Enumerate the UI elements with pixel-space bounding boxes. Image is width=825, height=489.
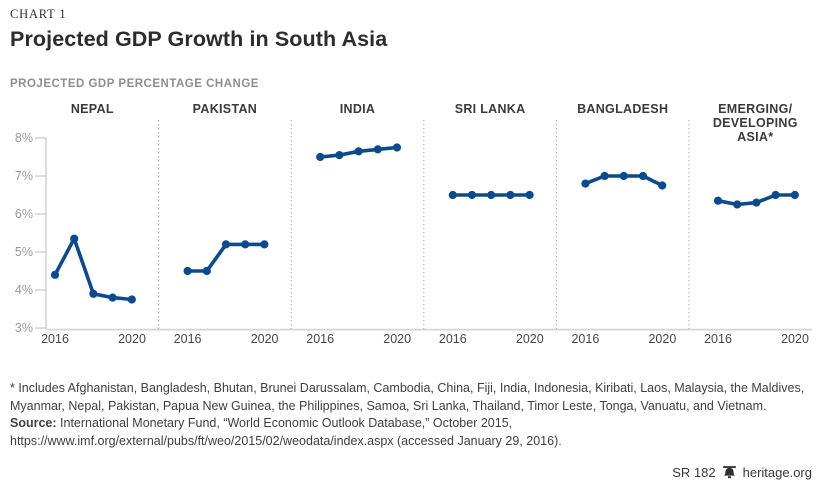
source-text: International Monetary Fund, “World Econ…: [10, 416, 562, 448]
y-tick-label: 4%: [14, 283, 33, 297]
data-point: [316, 152, 325, 162]
data-point: [183, 266, 192, 276]
y-tick-label: 3%: [14, 321, 33, 335]
y-tick-label: 6%: [14, 207, 33, 221]
data-point: [373, 145, 382, 154]
footnote-asterisk-note: * Includes Afghanistan, Bangladesh, Bhut…: [10, 381, 805, 413]
data-point: [619, 171, 628, 181]
footnote: * Includes Afghanistan, Bangladesh, Bhut…: [10, 380, 820, 450]
chart-panel-sri-lanka: SRI LANKA 2016 2020: [424, 95, 557, 360]
x-tick-label: 2016: [173, 332, 202, 346]
chart-number-label: CHART 1: [10, 7, 67, 21]
data-point: [335, 151, 344, 160]
data-point: [506, 190, 515, 200]
panel-title: SRI LANKA: [454, 102, 526, 116]
x-tick-label: 2020: [383, 332, 412, 346]
y-tick-label: 8%: [14, 131, 33, 145]
data-point: [448, 190, 457, 200]
x-tick-label: 2020: [118, 332, 146, 346]
panel-title: EMERGING/ DEVELOPING ASIA*: [712, 102, 798, 144]
x-tick-label: 2020: [781, 332, 809, 346]
data-point: [467, 190, 477, 200]
data-point: [487, 190, 496, 200]
data-point: [260, 240, 269, 249]
report-id: SR 182: [672, 465, 716, 480]
x-tick-label: 2016: [438, 332, 467, 346]
panel-title: BANGLADESH: [577, 102, 669, 116]
chart-subtitle: PROJECTED GDP PERCENTAGE CHANGE: [10, 78, 259, 90]
data-point: [581, 179, 590, 188]
chart-panel-emerging-developing-asia: EMERGING/ DEVELOPING ASIA* 2016 2020: [689, 95, 822, 360]
data-point: [127, 295, 136, 304]
chart-panel-india: INDIA 2016 2020: [291, 95, 424, 360]
data-point: [771, 190, 780, 200]
data-point: [70, 234, 79, 243]
panel-title: PAKISTAN: [192, 102, 258, 116]
y-tick-label: 5%: [14, 245, 33, 259]
chart-panel-bangladesh: BANGLADESH 2016 2020: [556, 95, 689, 360]
data-point: [50, 270, 60, 279]
data-point: [790, 190, 799, 200]
x-tick-label: 2020: [515, 332, 544, 346]
data-point: [713, 196, 723, 205]
data-point: [108, 293, 117, 302]
footer: SR 182 heritage.org: [672, 465, 812, 480]
x-tick-label: 2016: [306, 332, 335, 346]
source-label: Source:: [10, 416, 57, 430]
liberty-bell-icon: [722, 466, 736, 479]
x-tick-label: 2016: [41, 332, 69, 346]
panel-title: NEPAL: [70, 102, 114, 116]
chart-panel-nepal: NEPAL 2016 2020: [26, 95, 159, 360]
data-point: [733, 200, 742, 209]
data-point: [525, 190, 534, 200]
data-point: [354, 147, 363, 156]
x-tick-label: 2020: [648, 332, 677, 346]
data-point: [221, 240, 231, 249]
x-tick-label: 2016: [704, 332, 732, 346]
panel-title: INDIA: [339, 102, 376, 116]
data-point: [658, 181, 667, 190]
data-point: [392, 143, 402, 152]
y-tick-label: 7%: [14, 169, 33, 183]
page-title: Projected GDP Growth in South Asia: [10, 27, 388, 51]
data-point: [638, 171, 648, 181]
source-note: Source: International Monetary Fund, “Wo…: [10, 415, 820, 450]
data-point: [241, 240, 250, 249]
x-tick-label: 2020: [250, 332, 279, 346]
site-link: heritage.org: [742, 465, 812, 480]
data-point: [202, 266, 211, 276]
data-point: [600, 171, 609, 181]
line-chart-canvas: [35, 120, 812, 331]
x-tick-label: 2016: [571, 332, 600, 346]
chart-panel-pakistan: PAKISTAN 2016 2020: [159, 95, 292, 360]
data-point: [89, 289, 98, 298]
data-point: [752, 198, 761, 207]
